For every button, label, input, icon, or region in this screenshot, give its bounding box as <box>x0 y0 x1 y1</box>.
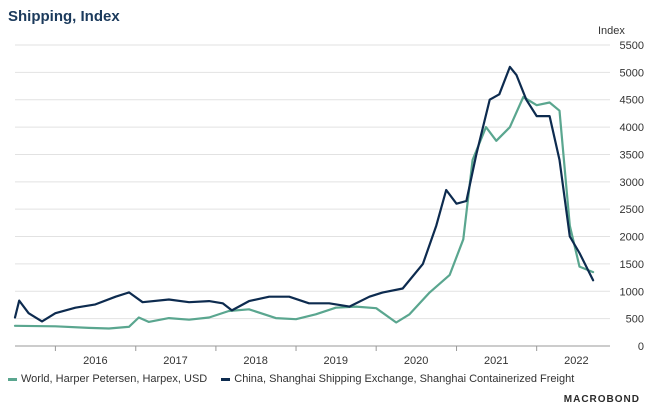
y-tick-label: 4000 <box>620 122 644 134</box>
y-tick-label: 2500 <box>620 204 644 216</box>
y-tick-label: 4500 <box>620 95 644 107</box>
legend-swatch-harpex <box>8 377 17 381</box>
series-line-harpex <box>13 95 595 330</box>
chart-title: Shipping, Index <box>8 8 120 25</box>
x-tick-label: 2020 <box>404 355 428 367</box>
chart-legend: World, Harper Petersen, Harpex, USD Chin… <box>8 373 574 385</box>
y-tick-label: 1500 <box>620 259 644 271</box>
y-axis-unit-label: Index <box>598 25 625 37</box>
y-tick-label: 500 <box>626 314 644 326</box>
series-line-scfi <box>13 65 595 323</box>
y-tick-label: 5500 <box>620 40 644 52</box>
y-tick-label: 1000 <box>620 286 644 298</box>
y-tick-label: 0 <box>638 341 644 353</box>
legend-swatch-scfi <box>221 377 231 381</box>
x-tick-label: 2016 <box>83 355 107 367</box>
legend-item-harpex: World, Harper Petersen, Harpex, USD <box>8 373 207 385</box>
x-tick-label: 2018 <box>243 355 267 367</box>
x-tick-label: 2021 <box>484 355 508 367</box>
legend-label-harpex: World, Harper Petersen, Harpex, USD <box>21 373 208 385</box>
y-tick-label: 2000 <box>620 232 644 244</box>
y-tick-label: 3000 <box>620 177 644 189</box>
legend-label-scfi: China, Shanghai Shipping Exchange, Shang… <box>234 373 575 385</box>
x-tick-label: 2017 <box>163 355 187 367</box>
x-tick-label: 2019 <box>324 355 348 367</box>
y-tick-label: 3500 <box>620 149 644 161</box>
y-tick-label: 5000 <box>620 67 644 79</box>
legend-item-scfi: China, Shanghai Shipping Exchange, Shang… <box>221 373 574 385</box>
x-tick-label: 2022 <box>564 355 588 367</box>
brand-logo: MACROBOND <box>563 394 640 405</box>
